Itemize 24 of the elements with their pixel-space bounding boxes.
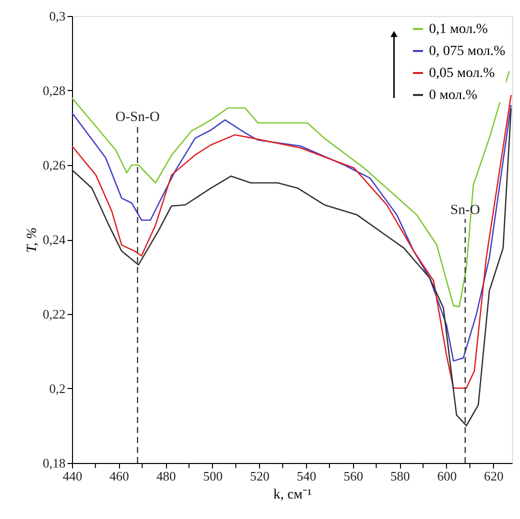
annotation: O-Sn-O [115,110,160,125]
legend-label: 0,1 мол.% [429,22,488,37]
x-axis-title: k, см⁻¹ [273,488,312,502]
y-tick-label: 0,28 [42,83,66,98]
y-axis-title: T, % [24,227,40,253]
y-tick-label: 0,3 [49,8,66,24]
legend-label: 0, 075 мол.% [429,44,506,59]
x-tick-label: 460 [110,468,130,484]
x-tick-label: 520 [250,468,270,484]
x-tick-label: 600 [437,468,457,484]
x-tick-label: 580 [390,468,410,484]
x-tick-label: 480 [156,468,176,484]
x-tick-label: 440 [62,468,82,484]
y-tick-label: 0,18 [42,456,66,470]
x-tick-label: 500 [203,468,223,484]
y-tick-label: 0,24 [42,232,66,247]
legend-label: 0,05 мол.% [429,66,496,81]
legend-label: 0 мол.% [429,88,478,103]
y-tick-label: 0,26 [42,158,66,172]
x-tick-label: 540 [296,468,316,484]
y-tick-label: 0,2 [49,381,66,396]
y-tick-label: 0,22 [42,306,66,322]
x-tick-label: 620 [484,468,504,484]
x-tick-label: 560 [344,468,364,484]
